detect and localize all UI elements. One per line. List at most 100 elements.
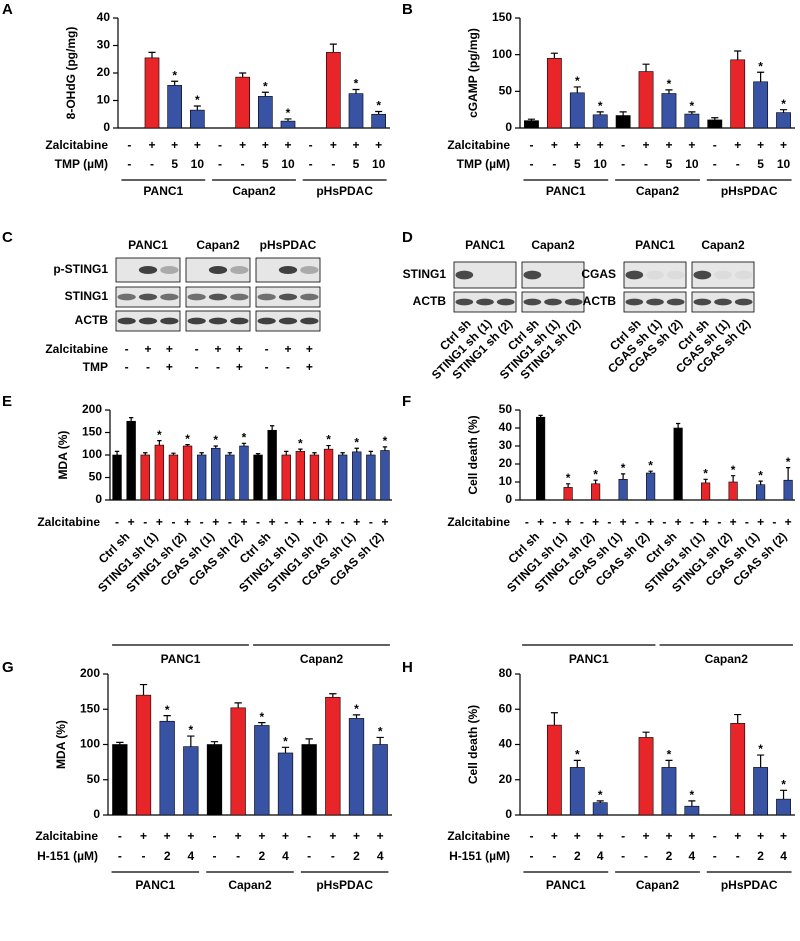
bar <box>301 744 317 816</box>
error-bar <box>375 110 383 115</box>
condition-value: + <box>665 829 672 843</box>
error-bar <box>527 118 536 121</box>
condition-value: + <box>757 515 764 529</box>
y-tick-label: 40 <box>499 737 513 751</box>
error-bar <box>675 422 681 428</box>
error-bar <box>185 444 190 446</box>
condition-value: + <box>171 138 178 152</box>
y-tick-label: 150 <box>80 701 100 715</box>
y-tick-label: 20 <box>97 65 111 79</box>
condition-value: + <box>325 515 332 529</box>
condition-value: + <box>184 515 191 529</box>
condition-value: + <box>236 342 243 356</box>
error-bar <box>376 736 384 745</box>
bar <box>569 767 585 816</box>
significance: * <box>188 723 193 737</box>
significance: * <box>172 68 177 82</box>
blot-column-label: pHsPDAC <box>260 238 317 252</box>
condition-value: + <box>187 829 194 843</box>
blot-column-label: Capan2 <box>701 238 745 252</box>
condition-value: + <box>375 138 382 152</box>
bar <box>673 427 683 501</box>
bar <box>646 472 656 501</box>
blot-column-label: PANC1 <box>465 238 505 252</box>
error-bar <box>171 452 176 455</box>
blot-band <box>278 293 298 301</box>
y-tick-label: 0 <box>103 120 110 134</box>
y-tick-label: 50 <box>87 772 101 786</box>
condition-value: - <box>125 342 129 356</box>
condition-value: 4 <box>282 849 289 863</box>
panel-label: H <box>402 659 413 676</box>
blot-band <box>523 298 542 306</box>
condition-label: Zalcitabine <box>45 138 108 152</box>
condition-value: - <box>218 138 222 152</box>
error-bar <box>284 450 289 455</box>
significance: * <box>667 77 672 91</box>
condition-value: + <box>597 829 604 843</box>
condition-value: + <box>734 138 741 152</box>
condition-value: - <box>341 515 345 529</box>
blot-band <box>666 270 685 280</box>
error-bar <box>258 722 266 726</box>
error-bar <box>352 714 361 719</box>
error-bar <box>538 414 543 418</box>
condition-value: + <box>702 515 709 529</box>
error-bar <box>241 442 247 446</box>
significance: * <box>354 77 359 91</box>
blot-band <box>734 298 753 306</box>
significance: * <box>781 97 786 111</box>
blot-band <box>544 298 562 306</box>
error-bar <box>261 91 269 97</box>
condition-value: - <box>607 515 611 529</box>
blot-band <box>187 317 206 325</box>
blot-band <box>208 293 228 301</box>
condition-value: + <box>565 515 572 529</box>
condition-label: H-151 (µM) <box>449 849 510 863</box>
bar <box>277 752 294 816</box>
blot-column-label: PANC1 <box>635 238 675 252</box>
condition-value: + <box>381 515 388 529</box>
condition-value: 10 <box>281 157 295 171</box>
y-tick-label: 40 <box>499 420 513 434</box>
condition-value: - <box>284 515 288 529</box>
panel-label: G <box>2 659 14 676</box>
y-tick-label: 10 <box>499 474 513 488</box>
blot-band <box>300 317 319 325</box>
condition-value: + <box>297 515 304 529</box>
group-label: Capan2 <box>232 184 276 198</box>
error-bar <box>785 467 791 481</box>
bar <box>280 120 296 129</box>
condition-value: + <box>212 515 219 529</box>
y-tick-label: 50 <box>89 470 103 484</box>
condition-value: + <box>140 829 147 843</box>
condition-value: 2 <box>574 849 581 863</box>
bar <box>592 802 608 816</box>
y-tick-label: 40 <box>97 10 111 24</box>
condition-value: - <box>580 515 584 529</box>
error-bar <box>139 683 148 696</box>
group-label: PANC1 <box>135 878 175 892</box>
blot-band <box>257 293 276 301</box>
condition-value: 5 <box>353 157 360 171</box>
error-bar <box>688 800 696 807</box>
bar <box>159 720 175 816</box>
panel-label: F <box>402 393 411 410</box>
significance: * <box>731 463 736 477</box>
error-bar <box>199 452 204 455</box>
condition-value: + <box>144 342 151 356</box>
condition-value: - <box>146 360 150 374</box>
significance: * <box>263 79 268 93</box>
bar <box>253 454 263 501</box>
significance: * <box>598 99 603 113</box>
error-bar <box>312 452 317 455</box>
condition-label: Zalcitabine <box>37 515 100 529</box>
condition-value: - <box>369 515 373 529</box>
significance: * <box>286 106 291 120</box>
bar <box>267 429 277 501</box>
condition-value: - <box>621 157 625 171</box>
bar <box>112 454 122 501</box>
blot-band <box>117 293 136 301</box>
error-bar <box>354 447 359 452</box>
y-tick-label: 100 <box>492 47 512 61</box>
